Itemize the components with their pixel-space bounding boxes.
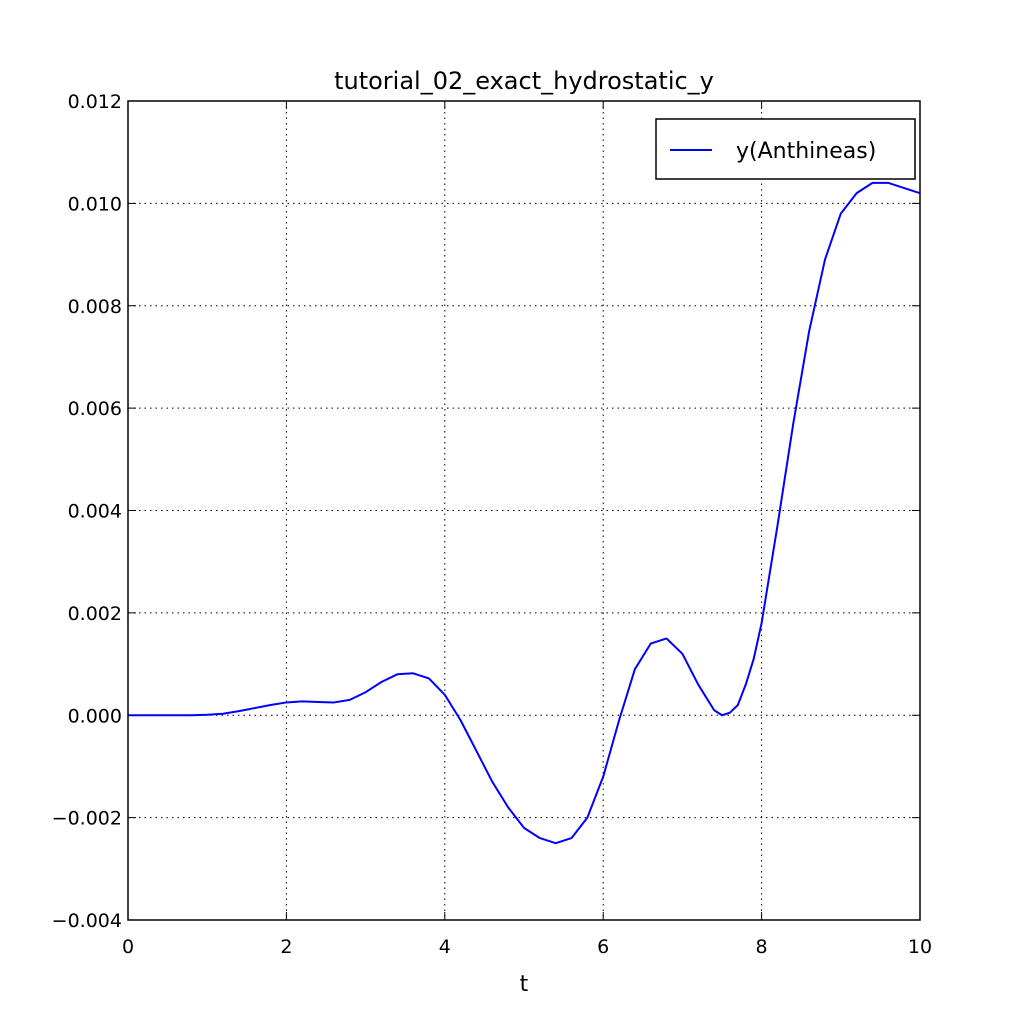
legend-label: y(Anthineas) [736, 139, 876, 164]
x-tick-label: 6 [597, 936, 609, 958]
x-tick-label: 10 [908, 936, 932, 958]
x-tick-label: 2 [280, 936, 292, 958]
plot-frame [127, 100, 921, 921]
y-tick-label: 0.002 [68, 603, 122, 625]
x-axis-label: t [520, 972, 529, 997]
x-tick-label: 0 [122, 936, 134, 958]
x-tick-label: 4 [439, 936, 451, 958]
series-line [128, 181, 921, 845]
grid-lines [128, 101, 920, 920]
x-tick-label: 8 [756, 936, 768, 958]
y-tick-label: −0.002 [52, 808, 122, 830]
y-tick-label: 0.000 [68, 705, 122, 727]
y-tick-label: 0.006 [68, 398, 122, 420]
y-tick-label: −0.004 [52, 910, 122, 932]
tick-labels: 0 2 4 6 8 10 −0.004 −0.002 0.000 0.002 0.004 0.006 0… [52, 91, 932, 958]
y-tick-label: 0.004 [68, 501, 122, 523]
legend: y(Anthineas) [655, 118, 916, 180]
series-layer [128, 181, 921, 845]
y-tick-label: 0.008 [68, 296, 122, 318]
chart-title: tutorial_02_exact_hydrostatic_y [334, 67, 714, 95]
y-tick-label: 0.010 [68, 193, 122, 215]
y-tick-label: 0.012 [68, 91, 122, 113]
